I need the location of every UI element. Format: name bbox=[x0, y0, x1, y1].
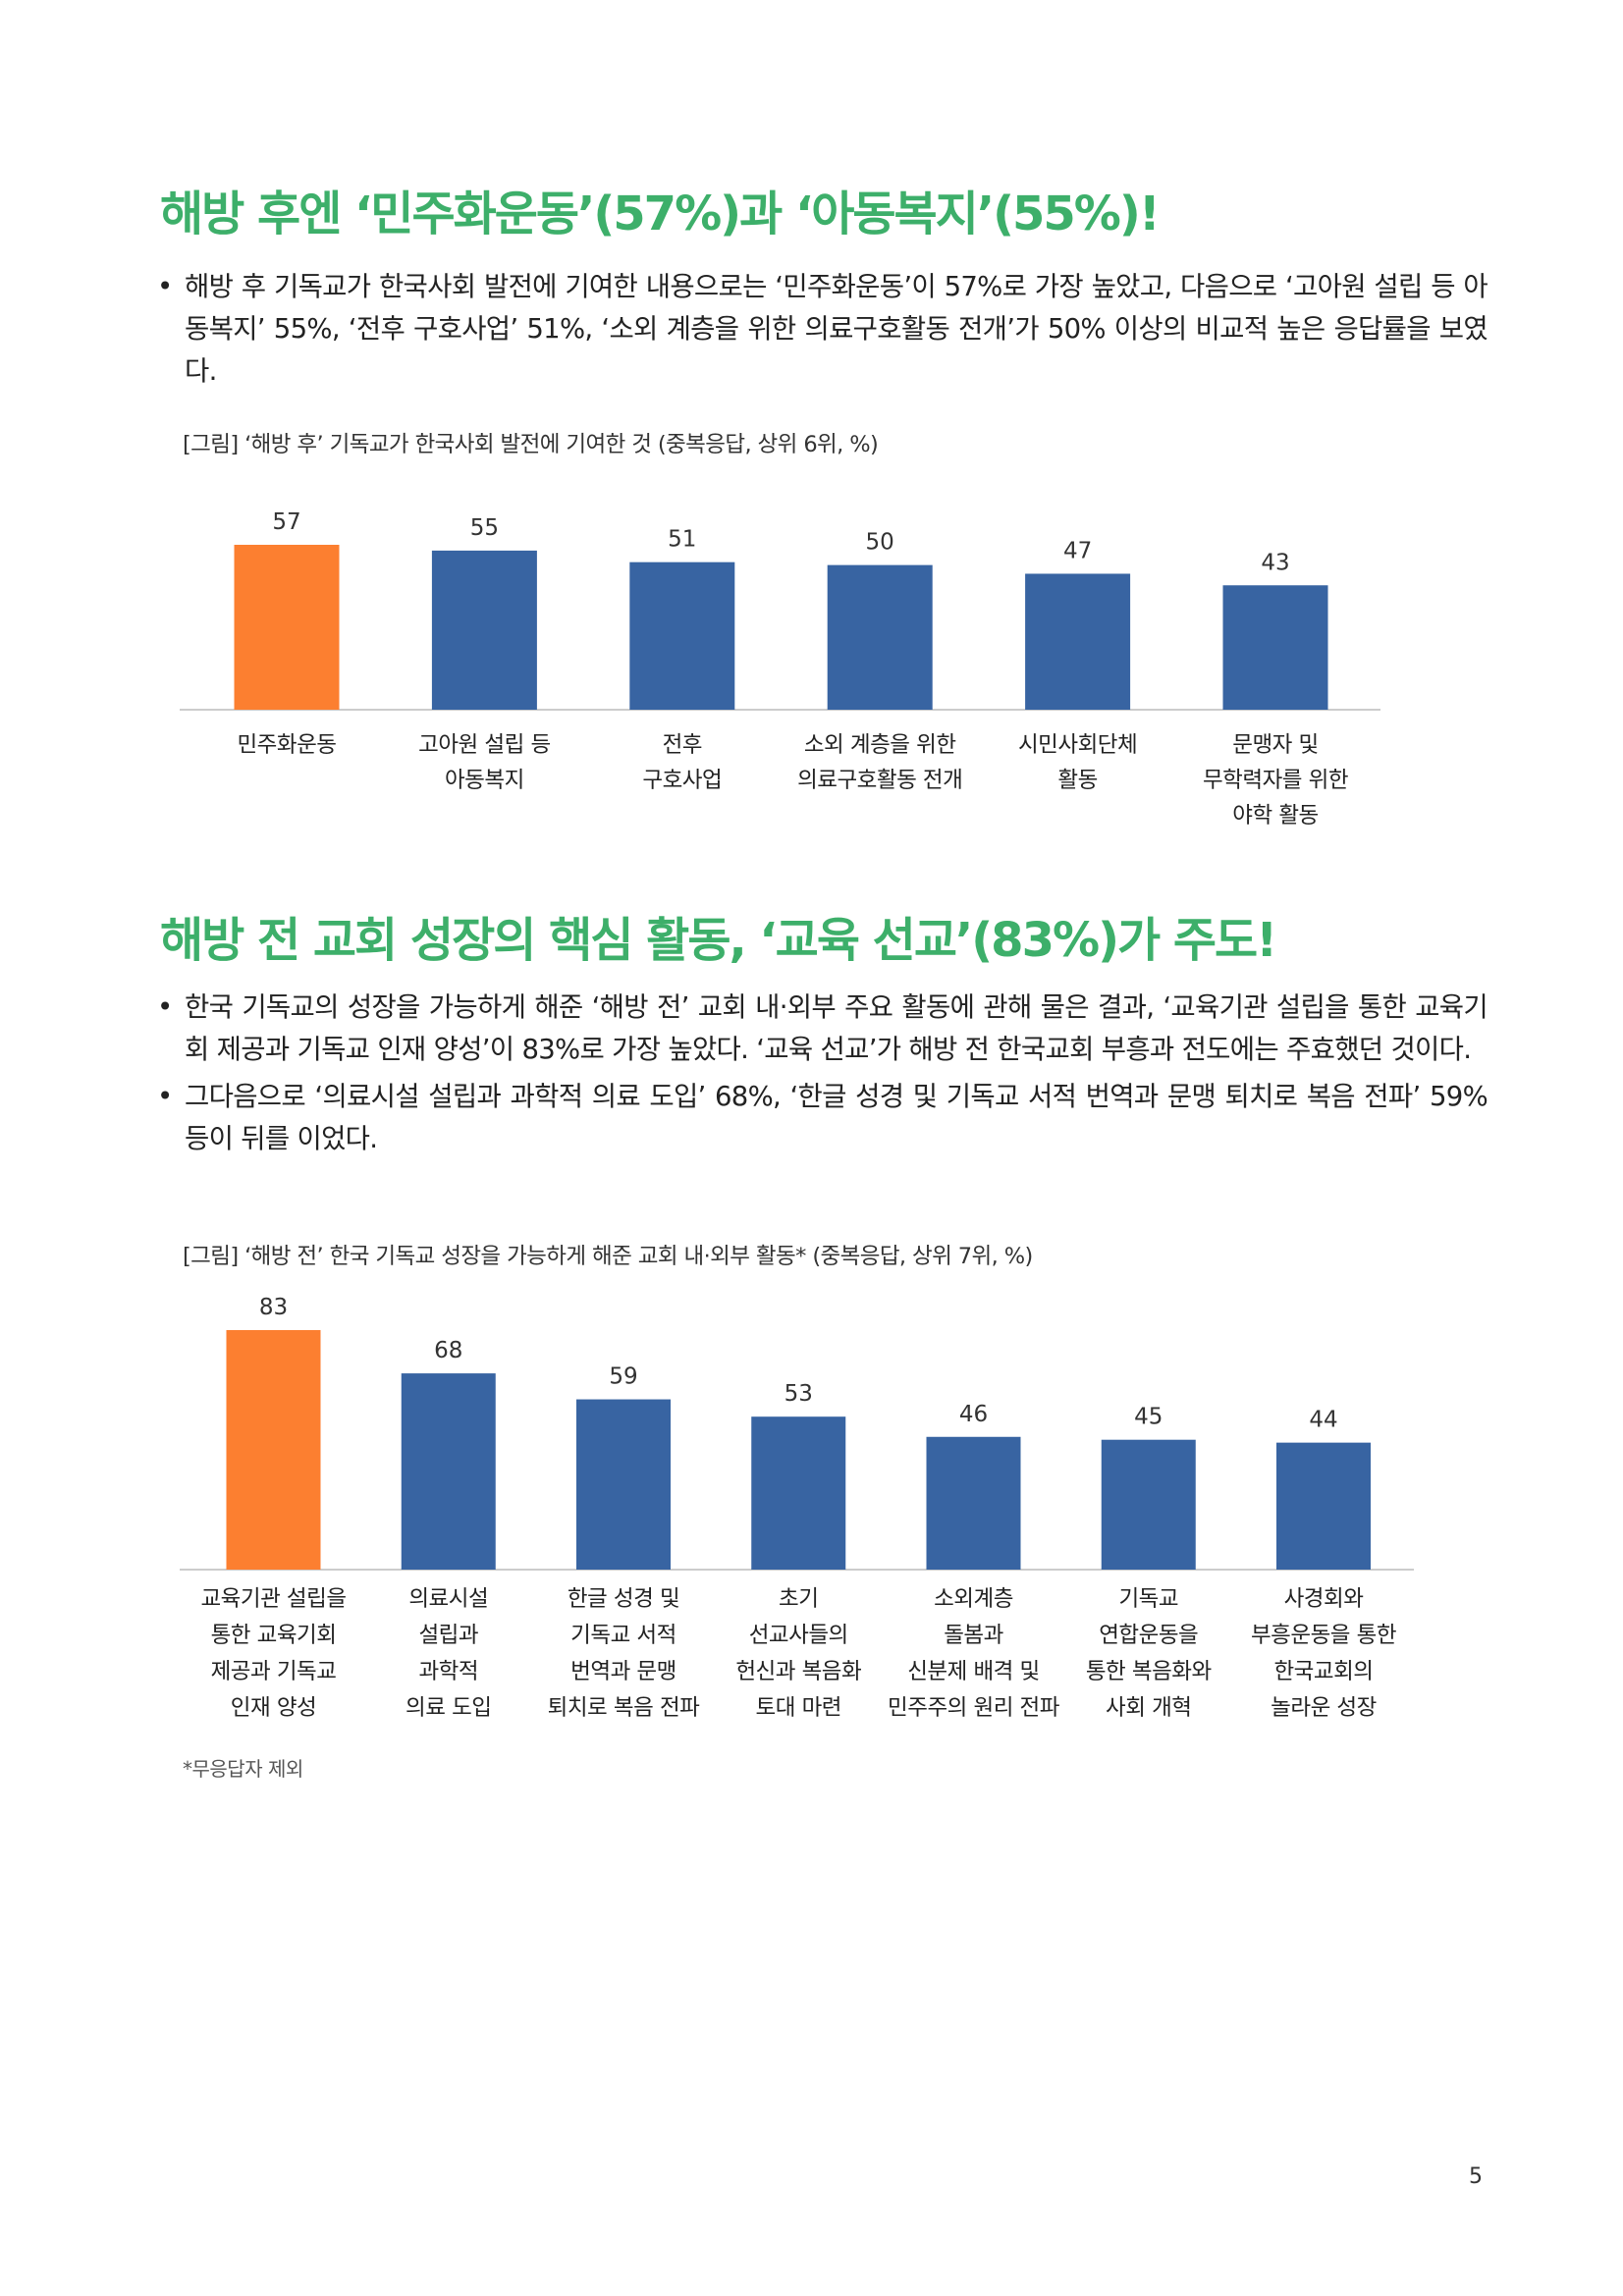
section2-bullet-list: • 한국 기독교의 성장을 가능하게 해준 ‘해방 전’ 교회 내·외부 주요 … bbox=[157, 987, 1488, 1165]
category-label: 아동복지 bbox=[445, 768, 524, 793]
bullet-item: • 그다음으로 ‘의료시설 설립과 과학적 의료 도입’ 68%, ‘한글 성경… bbox=[157, 1076, 1488, 1160]
category-label: 제공과 기독교 bbox=[211, 1659, 337, 1684]
category-label: 헌신과 복음화 bbox=[735, 1659, 861, 1684]
category-label: 사경회와 bbox=[1284, 1586, 1364, 1612]
bullet-text: 한국 기독교의 성장을 가능하게 해준 ‘해방 전’ 교회 내·외부 주요 활동… bbox=[185, 991, 1488, 1065]
category-label: 소외계층 bbox=[934, 1586, 1013, 1612]
bar bbox=[1276, 1442, 1371, 1570]
category-label: 놀라운 성장 bbox=[1271, 1695, 1377, 1721]
category-label: 돌봄과 bbox=[944, 1623, 1003, 1648]
bullet-text: 그다음으로 ‘의료시설 설립과 과학적 의료 도입’ 68%, ‘한글 성경 및… bbox=[185, 1081, 1488, 1154]
bar-value-label: 43 bbox=[1261, 550, 1289, 575]
chart1-caption: [그림] ‘해방 후’ 기독교가 한국사회 발전에 기여한 것 (중복응답, 상… bbox=[183, 432, 879, 457]
category-label: 기독교 서적 bbox=[570, 1623, 676, 1648]
category-label: 토대 마련 bbox=[756, 1695, 841, 1721]
bar bbox=[576, 1399, 671, 1570]
bar bbox=[1025, 573, 1131, 710]
category-label: 연합운동을 bbox=[1099, 1623, 1198, 1648]
bar bbox=[1101, 1439, 1196, 1570]
category-label: 과학적 bbox=[418, 1659, 478, 1684]
bar bbox=[827, 564, 933, 710]
category-label: 활동 bbox=[1057, 768, 1097, 793]
bullet-item: • 해방 후 기독교가 한국사회 발전에 기여한 내용으로는 ‘민주화운동’이 … bbox=[157, 266, 1488, 393]
chart2-footnote: *무응답자 제외 bbox=[183, 1757, 303, 1781]
bar bbox=[431, 550, 537, 710]
category-label: 문맹자 및 bbox=[1232, 732, 1318, 758]
category-label: 교육기관 설립을 bbox=[200, 1586, 346, 1612]
bar-value-label: 47 bbox=[1063, 538, 1092, 563]
category-label: 한국교회의 bbox=[1273, 1659, 1373, 1684]
bullet-dot: • bbox=[157, 271, 173, 302]
chart2-caption: [그림] ‘해방 전’ 한국 기독교 성장을 가능하게 해준 교회 내·외부 활… bbox=[183, 1244, 1033, 1269]
category-label: 기독교 bbox=[1118, 1586, 1178, 1612]
category-label: 설립과 bbox=[418, 1623, 478, 1648]
category-label: 의료시설 bbox=[408, 1586, 488, 1612]
category-label: 신분제 배격 및 bbox=[907, 1659, 1040, 1684]
category-label: 야학 활동 bbox=[1232, 803, 1318, 828]
bullet-text: 해방 후 기독교가 한국사회 발전에 기여한 내용으로는 ‘민주화운동’이 57… bbox=[185, 271, 1488, 387]
bar-value-label: 51 bbox=[668, 527, 696, 553]
bar-value-label: 46 bbox=[959, 1402, 988, 1427]
category-label: 구호사업 bbox=[642, 768, 722, 793]
bar-value-label: 44 bbox=[1309, 1408, 1337, 1433]
category-label: 선교사들의 bbox=[749, 1623, 848, 1648]
bullet-item: • 한국 기독교의 성장을 가능하게 해준 ‘해방 전’ 교회 내·외부 주요 … bbox=[157, 987, 1488, 1071]
category-label: 민주화운동 bbox=[237, 732, 336, 758]
category-label: 한글 성경 및 bbox=[568, 1586, 679, 1612]
bar-value-label: 50 bbox=[866, 530, 894, 556]
bar bbox=[751, 1416, 846, 1570]
bar bbox=[234, 545, 340, 710]
category-label: 민주주의 원리 전파 bbox=[888, 1695, 1060, 1721]
bar-value-label: 59 bbox=[609, 1364, 637, 1390]
bar-value-label: 83 bbox=[259, 1295, 288, 1320]
category-label: 무학력자를 위한 bbox=[1203, 768, 1348, 793]
category-label: 인재 양성 bbox=[231, 1695, 316, 1721]
category-label: 사회 개혁 bbox=[1106, 1695, 1191, 1721]
bar-value-label: 45 bbox=[1134, 1405, 1163, 1430]
category-label: 의료 도입 bbox=[406, 1695, 491, 1721]
bar bbox=[629, 561, 735, 710]
bar-value-label: 53 bbox=[784, 1381, 813, 1407]
bar bbox=[401, 1373, 496, 1570]
category-label: 고아원 설립 등 bbox=[418, 732, 551, 758]
category-label: 시민사회단체 bbox=[1018, 732, 1137, 758]
category-label: 초기 bbox=[779, 1586, 818, 1612]
category-label: 의료구호활동 전개 bbox=[797, 768, 962, 793]
bar bbox=[1222, 585, 1328, 710]
category-label: 번역과 문맹 bbox=[570, 1659, 676, 1684]
bar bbox=[226, 1330, 321, 1570]
category-label: 퇴치로 복음 전파 bbox=[548, 1695, 701, 1721]
category-label: 소외 계층을 위한 bbox=[804, 732, 956, 758]
bar-value-label: 55 bbox=[470, 515, 499, 541]
category-label: 전후 bbox=[663, 732, 702, 758]
bar-value-label: 68 bbox=[434, 1338, 462, 1363]
category-label: 부흥운동을 통한 bbox=[1251, 1623, 1396, 1648]
bullet-dot: • bbox=[157, 1081, 173, 1112]
page-number: 5 bbox=[1469, 2164, 1483, 2189]
section1-heading: 해방 후엔 ‘민주화운동’(57%)과 ‘아동복지’(55%)! bbox=[160, 187, 1161, 241]
section1-bullet-list: • 해방 후 기독교가 한국사회 발전에 기여한 내용으로는 ‘민주화운동’이 … bbox=[157, 266, 1488, 398]
category-label: 통한 교육기회 bbox=[211, 1623, 337, 1648]
category-label: 통한 복음화와 bbox=[1086, 1659, 1212, 1684]
bar-value-label: 57 bbox=[272, 509, 300, 535]
section2-heading: 해방 전 교회 성장의 핵심 활동, ‘교육 선교’(83%)가 주도! bbox=[160, 913, 1277, 968]
bullet-dot: • bbox=[157, 991, 173, 1023]
bar bbox=[926, 1436, 1021, 1570]
